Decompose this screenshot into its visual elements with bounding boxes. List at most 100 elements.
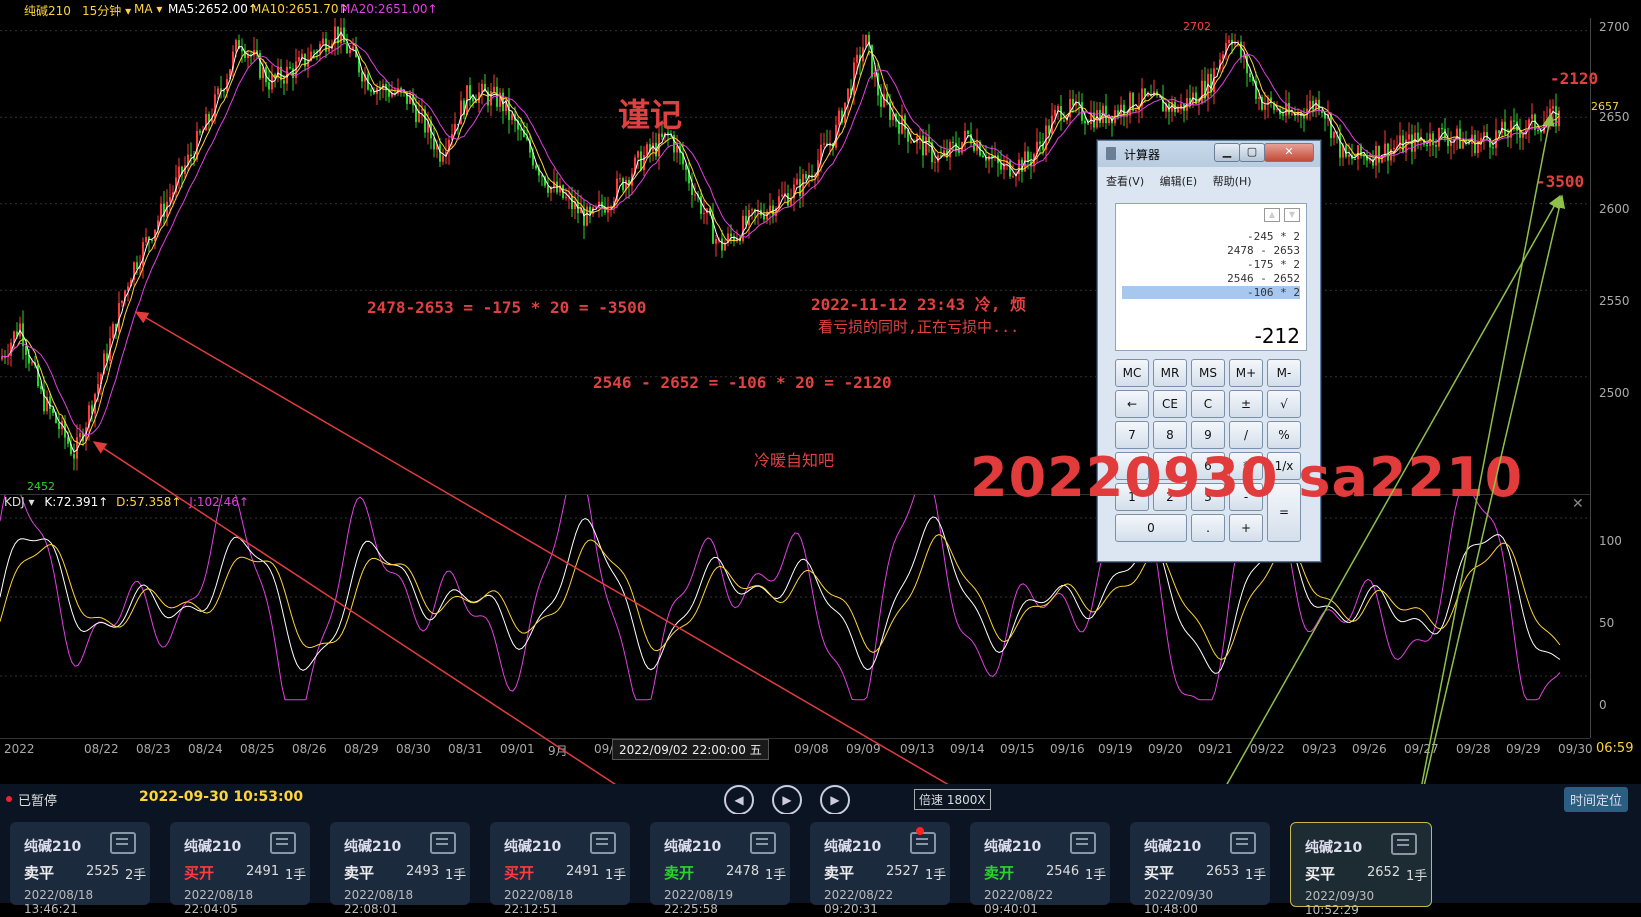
calculator-display: ▲ ▼ -245 * 2 2478 - 2653 -175 * 2 2546 -… (1115, 203, 1307, 351)
comment-icon[interactable] (1391, 833, 1417, 855)
trade-card[interactable]: 纯碱210 买平 2653 1手 2022/09/30 10:48:00 (1130, 822, 1270, 916)
comment-icon[interactable] (430, 832, 456, 854)
calc-key[interactable]: % (1267, 421, 1301, 449)
calc-key[interactable]: 1/x (1267, 452, 1301, 480)
calc-key-plus[interactable]: + (1229, 514, 1263, 542)
calc-key[interactable]: 6 (1191, 452, 1225, 480)
calc-key[interactable]: 3 (1191, 483, 1225, 511)
calc-key[interactable]: - (1229, 483, 1263, 511)
calc-key[interactable]: 1 (1115, 483, 1149, 511)
calc-key-zero[interactable]: 0 (1115, 514, 1187, 542)
calc-key[interactable]: 4 (1115, 452, 1149, 480)
calc-key[interactable]: / (1229, 421, 1263, 449)
time-tick: 08/22 (84, 742, 119, 756)
kdj-select[interactable]: KDJ ▾ (4, 495, 35, 509)
trade-price: 2478 (726, 864, 760, 879)
trade-card[interactable]: 纯碱210 卖平 2527 1手 2022/08/22 09:20:31 (810, 822, 950, 916)
calc-key[interactable]: MC (1115, 359, 1149, 387)
comment-icon[interactable] (910, 832, 936, 854)
comment-icon[interactable] (1230, 832, 1256, 854)
calculator-menu: 查看(V) 编辑(E) 帮助(H) (1106, 173, 1252, 189)
step-back-button[interactable]: ◀ (724, 785, 754, 815)
calculator-window[interactable]: 计算器 ▁ ▢ ✕ 查看(V) 编辑(E) 帮助(H) ▲ ▼ -245 * 2… (1097, 140, 1321, 562)
comment-icon[interactable] (590, 832, 616, 854)
period-select[interactable]: 15分钟 ▾ (82, 4, 132, 18)
time-tick: 09/01 (500, 742, 535, 756)
history-line-selected: -106 * 2 (1122, 286, 1300, 299)
comment-icon[interactable] (270, 832, 296, 854)
time-tick: 09/09 (846, 742, 881, 756)
trade-card[interactable]: 纯碱210 买开 2491 1手 2022/08/18 22:12:51 (490, 822, 630, 916)
calc-key[interactable]: 5 (1153, 452, 1187, 480)
trade-card[interactable]: 纯碱210 买开 2491 1手 2022/08/18 22:04:05 (170, 822, 310, 916)
menu-help[interactable]: 帮助(H) (1212, 175, 1252, 188)
calc-key[interactable]: MS (1191, 359, 1225, 387)
kdj-header: KDJ ▾ K:72.391↑ D:57.358↑ J:102.46↑ (4, 495, 249, 509)
comment-icon[interactable] (1070, 832, 1096, 854)
price-tick: 2500 (1599, 386, 1630, 400)
history-up-icon[interactable]: ▲ (1264, 208, 1280, 222)
calc-key[interactable]: 9 (1191, 421, 1225, 449)
calc-key[interactable]: ← (1115, 390, 1149, 418)
history-down-icon[interactable]: ▼ (1284, 208, 1300, 222)
menu-view[interactable]: 查看(V) (1106, 175, 1145, 188)
speed-select[interactable]: 倍速 1800X (914, 789, 991, 810)
time-locate-button[interactable]: 时间定位 (1564, 787, 1629, 812)
trade-card[interactable]: 纯碱210 卖平 2525 2手 2022/08/18 13:46:21 (10, 822, 150, 916)
calc-key[interactable]: 2 (1153, 483, 1187, 511)
trade-card[interactable]: 纯碱210 卖开 2478 1手 2022/08/19 22:25:58 (650, 822, 790, 916)
ma-select[interactable]: MA ▾ (134, 2, 163, 16)
trade-qty: 1手 (285, 868, 307, 883)
arrow-exit-1 (1191, 194, 1561, 847)
trade-price: 2491 (246, 864, 280, 879)
calculator-titlebar[interactable]: 计算器 ▁ ▢ ✕ (1098, 141, 1320, 167)
time-tick: 09/13 (900, 742, 935, 756)
symbol-label: 纯碱210 (24, 4, 71, 18)
calc-key[interactable]: 7 (1115, 421, 1149, 449)
time-tick: 09/30 (1558, 742, 1593, 756)
trade-card[interactable]: 纯碱210 买平 2652 1手 2022/09/30 10:52:29 (1290, 822, 1432, 917)
calc-key[interactable]: M+ (1229, 359, 1263, 387)
comment-icon[interactable] (110, 832, 136, 854)
trade-price: 2493 (406, 864, 440, 879)
history-line: -245 * 2 (1247, 230, 1300, 243)
minimize-button[interactable]: ▁ (1214, 143, 1240, 162)
play-button[interactable]: ▶ (772, 785, 802, 815)
close-icon[interactable]: ✕ (1572, 496, 1584, 512)
arrow-exit-2 (1409, 194, 1566, 847)
trade-card[interactable]: 纯碱210 卖平 2493 1手 2022/08/18 22:08:01 (330, 822, 470, 916)
trade-card[interactable]: 纯碱210 卖开 2546 1手 2022/08/22 09:40:01 (970, 822, 1110, 916)
calc-key[interactable]: M- (1267, 359, 1301, 387)
calc-key[interactable]: 8 (1153, 421, 1187, 449)
calc-key[interactable]: C (1191, 390, 1225, 418)
step-forward-button[interactable]: ▶ (820, 785, 850, 815)
calc-key[interactable]: MR (1153, 359, 1187, 387)
candlestick-chart[interactable] (0, 18, 1590, 494)
comment-icon[interactable] (750, 832, 776, 854)
trade-qty: 1手 (605, 868, 627, 883)
calc-key-equals[interactable]: = (1267, 483, 1301, 542)
time-tick: 08/24 (188, 742, 223, 756)
price-tick: 2700 (1599, 20, 1630, 34)
time-tick: 09/28 (1456, 742, 1491, 756)
calc-key-dot[interactable]: . (1191, 514, 1225, 542)
calc-key[interactable]: ± (1229, 390, 1263, 418)
trade-side: 买开 (504, 864, 535, 882)
annotation-note-line2: 看亏损的同时,正在亏损中... (818, 318, 1020, 336)
current-price-tag: 2657 (1591, 100, 1619, 113)
trade-symbol: 纯碱210 (1305, 840, 1363, 856)
trade-time: 2022/09/30 10:48:00 (1144, 888, 1214, 916)
calc-key[interactable]: CE (1153, 390, 1187, 418)
calc-key[interactable]: * (1229, 452, 1263, 480)
calc-key[interactable]: √ (1267, 390, 1301, 418)
time-tick: 09/20 (1148, 742, 1183, 756)
time-tick: 09/29 (1506, 742, 1541, 756)
time-tick: 09/19 (1098, 742, 1133, 756)
trade-symbol: 纯碱210 (344, 839, 402, 855)
annotation-title: 谨记 (618, 96, 683, 134)
clock-label: 06:59 (1596, 741, 1634, 756)
menu-edit[interactable]: 编辑(E) (1159, 175, 1198, 188)
arrow-entry-2 (134, 311, 1041, 839)
close-button[interactable]: ✕ (1264, 143, 1314, 162)
trade-qty: 2手 (125, 868, 147, 883)
